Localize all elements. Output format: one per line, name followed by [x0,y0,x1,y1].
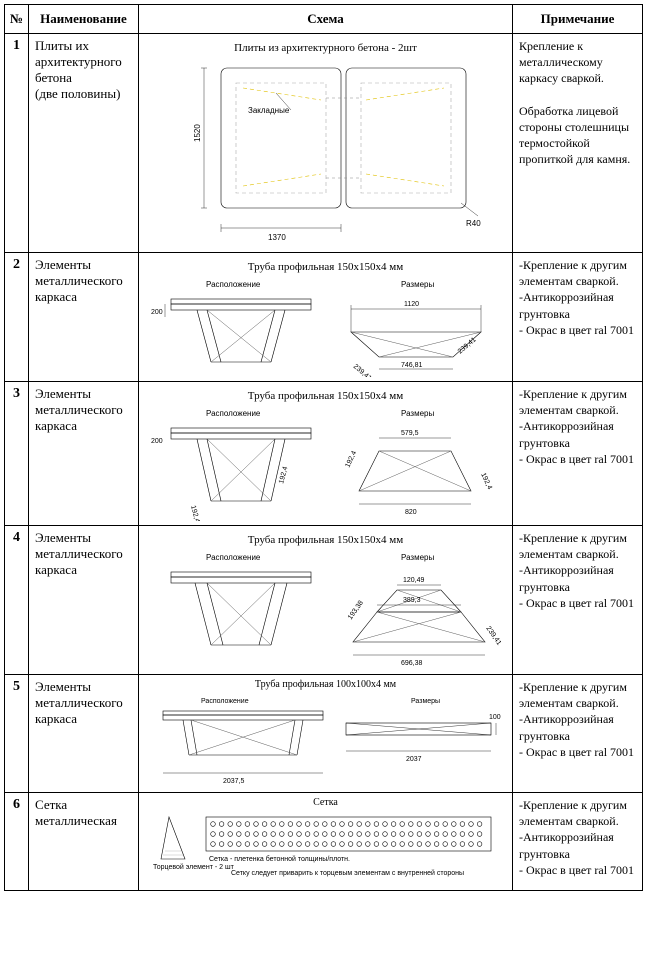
dim-diag-r: 192,4 [278,466,289,485]
dim-radius: R40 [466,219,481,228]
left-cap: Расположение [206,280,261,289]
dim-bot: 820 [405,509,417,516]
row-num: 4 [5,526,29,675]
row-note: Крепление к металлическому каркасу сварк… [513,34,643,253]
diagram-slabs: Закладные R40 1520 1370 [166,58,486,248]
dim-side-r: 239,41 [456,336,477,355]
col-name: Наименование [29,5,139,34]
fig-title: Плиты из архитектурного бетона - 2шт [145,42,506,54]
right-cap: Размеры [401,409,434,418]
dim-h: 100 [489,714,501,721]
row-name: Элементы металлического каркаса [29,526,139,675]
row-num: 5 [5,675,29,793]
row-name: Плиты их архитектурного бетона(две полов… [29,34,139,253]
dim-top: 120,49 [403,577,425,584]
row-schema: Труба профильная 150x150x4 мм Расположен… [139,253,513,382]
spec-table: № Наименование Схема Примечание 1 Плиты … [4,4,643,891]
header-row: № Наименование Схема Примечание [5,5,643,34]
mesh-dots [210,822,481,847]
col-schema: Схема [139,5,513,34]
row-num: 1 [5,34,29,253]
dim-side-r: 239,41 [484,625,501,647]
row-note: -Крепление к другим элементам сваркой.-А… [513,382,643,526]
row-num: 2 [5,253,29,382]
dim-h: 200 [151,309,163,316]
dim-bot: 696,38 [401,660,423,667]
table-row: 4 Элементы металлического каркаса Труба … [5,526,643,675]
diagram-frame-5: Расположение Размеры 2037,5 100 [151,693,501,788]
dim-diag-l: 192,4 [189,505,200,521]
dim-len: 2037,5 [223,778,245,785]
row-schema: Труба профильная 150x150x4 мм Расположен… [139,382,513,526]
diagram-frame-3: Расположение Размеры 200 192,4 192,4 [151,406,501,521]
dim-side-l: 193,38 [346,600,364,622]
hatch-label: Сетка - плетенка бетонной толщины/плотн. [209,855,350,863]
row-num: 3 [5,382,29,526]
footnote: Сетку следует приварить к торцевым элеме… [231,869,464,877]
right-cap: Размеры [401,553,434,562]
fig-title: Труба профильная 100x100x4 мм [145,679,506,690]
dim-side-l: 192,4 [344,450,358,469]
table-row: 6 Сетка металлическая Сетка Торцевой эле… [5,793,643,891]
row-note: -Крепление к другим элементам сваркой.-А… [513,675,643,793]
fig-title: Труба профильная 150x150x4 мм [145,534,506,546]
row-name: Элементы металлического каркаса [29,675,139,793]
dim-bot: 746,81 [401,362,423,369]
row-num: 6 [5,793,29,891]
table-row: 1 Плиты их архитектурного бетона(две пол… [5,34,643,253]
row-name: Элементы металлического каркаса [29,253,139,382]
fig-title: Труба профильная 150x150x4 мм [145,261,506,273]
dim-height: 1520 [193,124,202,142]
dim-mid: 389,3 [403,597,421,604]
table-row: 3 Элементы металлического каркаса Труба … [5,382,643,526]
fig-title: Сетка [145,797,506,808]
left-cap: Расположение [201,698,249,705]
row-schema: Труба профильная 100x100x4 мм Расположен… [139,675,513,793]
right-cap: Размеры [411,698,440,705]
diagram-frame-2: Расположение Размеры 200 [151,277,501,377]
dim-width: 1370 [268,233,286,242]
fig-title: Труба профильная 150x150x4 мм [145,390,506,402]
dim-h: 200 [151,438,163,445]
row-name: Сетка металлическая [29,793,139,891]
right-cap: Размеры [401,280,434,289]
row-name: Элементы металлического каркаса [29,382,139,526]
dim-top: 579,5 [401,430,419,437]
diagram-mesh: Торцевой элемент - 2 шт Сетка - плетенка… [151,811,501,886]
row-note: -Крепление к другим элементам сваркой.-А… [513,253,643,382]
col-num: № [5,5,29,34]
side-label: Торцевой элемент - 2 шт [153,863,235,871]
inset-label: Закладные [248,106,290,115]
left-cap: Расположение [206,553,261,562]
dim-side-r: 192,4 [479,472,493,491]
row-note: -Крепление к другим элементам сваркой.-А… [513,526,643,675]
dim-side-l: 239,41 [351,363,372,377]
row-schema: Сетка Торцевой элемент - 2 шт Сетка - пл… [139,793,513,891]
row-schema: Труба профильная 150x150x4 мм Расположен… [139,526,513,675]
dim-len2: 2037 [406,756,422,763]
row-schema: Плиты из архитектурного бетона - 2шт Зак… [139,34,513,253]
table-row: 5 Элементы металлического каркаса Труба … [5,675,643,793]
dim-top: 1120 [404,301,419,308]
left-cap: Расположение [206,409,261,418]
diagram-frame-4: Расположение Размеры 1 [151,550,501,670]
col-note: Примечание [513,5,643,34]
row-note: -Крепление к другим элементам сваркой.-А… [513,793,643,891]
table-row: 2 Элементы металлического каркаса Труба … [5,253,643,382]
